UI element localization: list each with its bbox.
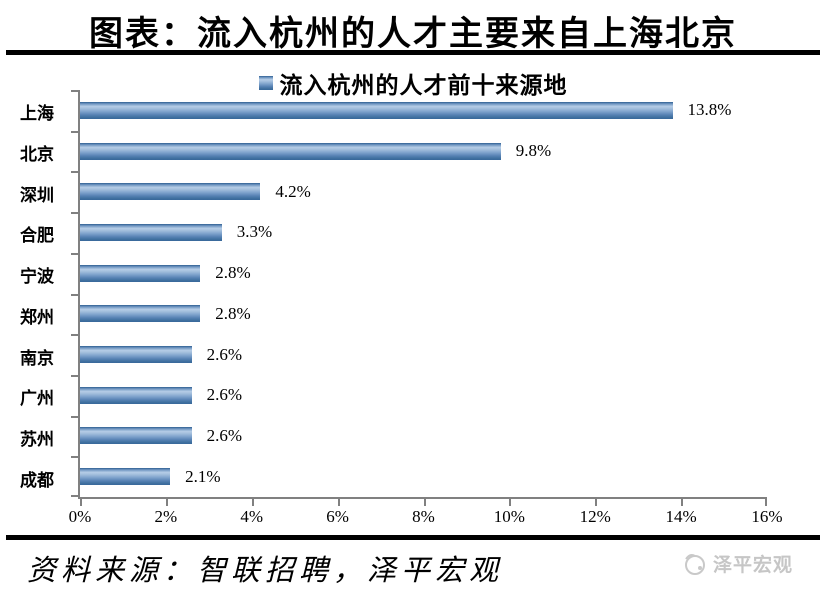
y-axis-tick <box>71 252 78 255</box>
y-axis-tick <box>71 495 78 497</box>
bar-row: 北京 9.8% <box>20 131 767 172</box>
x-axis-tick-label: 2% <box>154 507 178 526</box>
x-axis-tick-label: 6% <box>326 507 349 526</box>
value-label: 2.6% <box>206 344 243 364</box>
page-title: 图表：流入杭州的人才主要来自上海北京 <box>89 16 737 53</box>
x-axis-tick <box>165 499 168 506</box>
y-axis-tick <box>71 415 78 418</box>
value-label: 2.6% <box>206 385 243 405</box>
x-axis-tick <box>509 499 512 506</box>
y-axis-tick <box>71 171 78 174</box>
bar-row: 苏州 2.6% <box>20 416 767 457</box>
value-label: 2.8% <box>215 263 251 283</box>
x-axis-tick-label: 0% <box>68 507 92 526</box>
category-label: 广州 <box>20 389 54 409</box>
category-label: 北京 <box>20 145 54 165</box>
x-axis-tick <box>765 499 767 506</box>
plot-area: 上海 13.8% 北京 9.8% 深圳 4.2% 合肥 3.3% 宁波 2.8% 郑州 2.8% 南京 2… <box>20 90 783 526</box>
x-axis-tick <box>337 499 340 506</box>
footer-divider <box>6 535 820 540</box>
category-label: 深圳 <box>20 185 54 205</box>
watermark: 泽平宏观 <box>682 550 793 577</box>
category-label: 郑州 <box>20 307 54 327</box>
y-axis-tick <box>71 293 78 296</box>
category-label: 苏州 <box>20 429 54 449</box>
category-label: 南京 <box>20 348 54 368</box>
x-axis-tick-label: 4% <box>240 507 264 526</box>
y-axis-tick <box>71 130 78 133</box>
value-label: 3.3% <box>236 222 273 242</box>
bar-row: 南京 2.6% <box>20 334 767 375</box>
x-axis-tick-label: 8% <box>412 507 435 526</box>
x-axis-tick <box>423 499 426 506</box>
watermark-label: 泽平宏观 <box>713 555 794 576</box>
category-label: 合肥 <box>20 226 54 246</box>
bar <box>80 305 201 323</box>
bar-row: 宁波 2.8% <box>20 253 767 294</box>
bar-row: 广州 2.6% <box>20 375 767 416</box>
y-axis-tick <box>71 90 78 92</box>
x-axis-tick <box>80 499 82 506</box>
bar-row: 深圳 4.2% <box>20 171 767 212</box>
bar <box>80 346 192 364</box>
value-label: 13.8% <box>687 100 732 120</box>
category-label: 成都 <box>20 470 54 490</box>
bar-row: 成都 2.1% <box>20 456 767 497</box>
bar <box>80 223 222 241</box>
x-axis-tick <box>681 499 684 506</box>
value-label: 2.6% <box>206 425 243 445</box>
x-axis-tick <box>595 499 598 506</box>
value-label: 4.2% <box>275 181 311 201</box>
x-axis-tick-label: 14% <box>665 507 697 526</box>
bar <box>80 264 201 282</box>
bar <box>80 468 171 486</box>
value-label: 9.8% <box>515 141 552 161</box>
bar <box>80 427 192 445</box>
x-axis-tick-label: 10% <box>493 507 525 526</box>
bar-row: 合肥 3.3% <box>20 212 767 253</box>
bar-row: 郑州 2.8% <box>20 294 767 335</box>
source-note: 资料来源：智联招聘，泽平宏观 <box>27 555 504 587</box>
bar <box>80 142 501 160</box>
bar <box>80 386 192 404</box>
x-axis-tick-label: 12% <box>579 507 611 526</box>
y-axis-tick <box>71 374 78 377</box>
category-label: 上海 <box>20 104 54 124</box>
title-divider <box>6 50 820 55</box>
x-axis-tick-label: 16% <box>751 507 783 526</box>
bar-row: 上海 13.8% <box>20 90 767 131</box>
value-label: 2.8% <box>215 303 251 323</box>
y-axis-tick <box>71 212 78 215</box>
watermark-logo-icon <box>685 553 705 575</box>
legend-swatch-icon <box>258 76 273 90</box>
y-axis-tick <box>71 456 78 459</box>
x-axis-tick <box>251 499 254 506</box>
chart-legend: 流入杭州的人才前十来源地 <box>0 66 826 100</box>
bar <box>80 101 673 119</box>
bar <box>80 183 261 201</box>
y-axis-tick <box>71 334 78 337</box>
value-label: 2.1% <box>185 466 221 486</box>
legend-label: 流入杭州的人才前十来源地 <box>279 73 568 98</box>
category-label: 宁波 <box>20 267 54 287</box>
